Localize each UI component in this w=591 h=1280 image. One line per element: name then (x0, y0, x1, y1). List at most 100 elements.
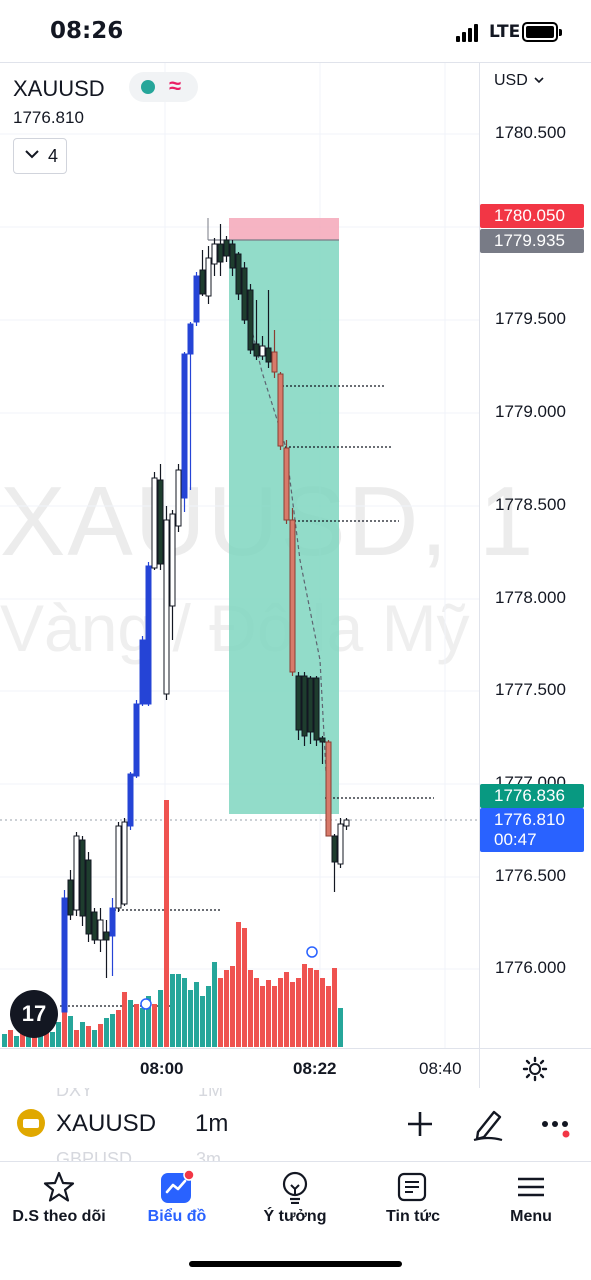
tradingview-logo[interactable]: 17 (10, 990, 58, 1038)
chevron-down-icon (24, 146, 40, 166)
candle-body (295, 675, 302, 731)
nav-label: Ý tưởng (263, 1208, 327, 1225)
indicators-count: 4 (48, 146, 59, 166)
news-icon (397, 1172, 427, 1202)
volume-bar (170, 974, 175, 1047)
candle-body (223, 239, 230, 257)
volume-bar (140, 1008, 145, 1047)
candle-body (181, 353, 188, 499)
price-axis[interactable] (479, 62, 591, 1088)
more-icon[interactable] (540, 1108, 574, 1140)
candle-body (157, 479, 164, 565)
candle-body (121, 821, 128, 905)
drawing-tools-button[interactable] (470, 1106, 506, 1142)
price-tick: 1776.500 (495, 866, 566, 885)
nav-label: Biểu đồ (147, 1208, 207, 1225)
volume-bar (56, 1022, 61, 1047)
candle-body (115, 825, 122, 909)
candle-body (211, 243, 218, 265)
volume-bar (74, 1030, 79, 1047)
candle-body (145, 565, 152, 705)
bottom-navigation: D.S theo dõi Biểu đồ Ý tưởng Tin tức (0, 1162, 591, 1280)
current-price-label: 1776.810 00:47 (480, 808, 584, 852)
nav-ideas[interactable]: Ý tưởng (236, 1162, 354, 1252)
nav-news[interactable]: Tin tức (354, 1162, 472, 1252)
volume-bar (266, 980, 271, 1047)
lightbulb-icon (282, 1171, 308, 1204)
candle-body (307, 677, 314, 733)
volume-bar (308, 968, 313, 1047)
chart-symbol[interactable]: XAUUSD (13, 76, 105, 101)
price-tick: 1780.500 (495, 123, 566, 142)
volume-bar (182, 978, 187, 1047)
candle-body (229, 243, 236, 269)
candle-body (343, 819, 350, 827)
event-marker (306, 946, 318, 958)
price-tick: 1778.500 (495, 495, 566, 514)
chevron-down-icon (534, 77, 544, 84)
chart-area[interactable] (0, 62, 591, 1088)
stop-loss-zone (229, 218, 339, 240)
gear-icon[interactable] (522, 1056, 548, 1082)
volume-bar (14, 1036, 19, 1047)
candle-body (271, 351, 278, 373)
interval-selector[interactable]: 1m (195, 1110, 229, 1137)
currency-select[interactable]: USD (494, 72, 544, 90)
event-marker (140, 998, 152, 1010)
volume-bar (320, 978, 325, 1047)
volume-bar (158, 990, 163, 1047)
nav-label: D.S theo dõi (12, 1208, 106, 1225)
candle-body (265, 347, 272, 363)
volume-bar (260, 986, 265, 1047)
volume-bar (164, 800, 169, 1047)
volume-bar (248, 970, 253, 1047)
price-chart[interactable] (0, 0, 591, 1088)
volume-bar (116, 1010, 121, 1047)
nav-menu[interactable]: Menu (472, 1162, 590, 1252)
volume-bar (98, 1024, 103, 1047)
market-open-icon (141, 80, 155, 94)
status-bar: 08:26 LTE (0, 0, 591, 62)
candle-body (199, 269, 206, 295)
candle-body (193, 275, 200, 323)
volume-bar (104, 1018, 109, 1047)
candle-body (163, 519, 170, 695)
candle-body (139, 639, 146, 705)
candle-body (277, 373, 284, 447)
ghost-symbol: DXY (56, 1088, 94, 1100)
volume-bar (62, 1012, 67, 1047)
volume-bar (134, 1004, 139, 1047)
indicators-toggle-button[interactable]: 4 (13, 138, 67, 174)
volume-bar (254, 978, 259, 1047)
volume-bar (8, 1030, 13, 1047)
volume-bar (236, 922, 241, 1047)
add-button[interactable] (404, 1108, 436, 1140)
candle-body (91, 911, 98, 941)
market-status-pill[interactable]: ≈ (129, 72, 198, 102)
volume-bar (146, 996, 151, 1047)
candle-body (283, 447, 290, 521)
nav-watchlist[interactable]: D.S theo dõi (0, 1162, 118, 1252)
profit-zone (229, 240, 339, 814)
volume-bar (86, 1026, 91, 1047)
chart-icon (161, 1170, 194, 1203)
candle-body (109, 907, 116, 937)
candle-body (205, 257, 212, 297)
volume-bar (92, 1030, 97, 1047)
nav-chart[interactable]: Biểu đồ (118, 1162, 236, 1252)
volume-bar (242, 928, 247, 1047)
candle-body (61, 897, 68, 1013)
time-axis[interactable] (0, 1048, 591, 1088)
ghost-symbol: GBPUSD (56, 1149, 133, 1162)
volume-bar (2, 1034, 7, 1047)
volume-bar (278, 978, 283, 1047)
volume-bar (110, 1014, 115, 1047)
candle-body (247, 289, 254, 351)
symbol-selector[interactable]: XAUUSD (56, 1110, 157, 1137)
status-time: 08:26 (50, 18, 124, 44)
volume-bar (224, 970, 229, 1047)
nav-label: Menu (510, 1208, 552, 1225)
stop-loss-price-label: 1780.050 (480, 204, 584, 228)
candle-body (253, 343, 260, 357)
target-price-label: 1776.836 (480, 784, 584, 808)
